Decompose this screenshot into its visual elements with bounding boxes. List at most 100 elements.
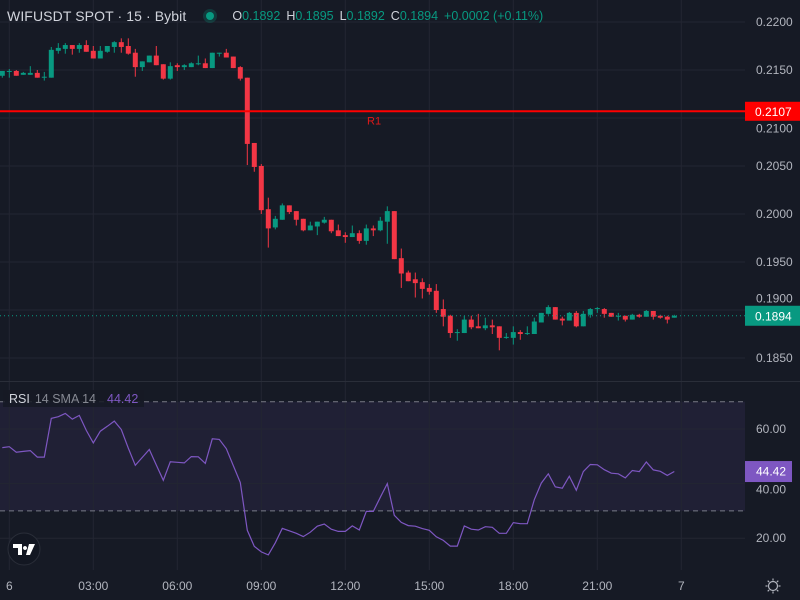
candle[interactable] [153, 46, 159, 66]
candle[interactable] [139, 61, 145, 71]
candle[interactable] [216, 52, 222, 57]
candle[interactable] [104, 46, 110, 53]
candle[interactable] [440, 299, 446, 327]
candle[interactable] [566, 311, 572, 321]
candle[interactable] [671, 314, 677, 318]
candle[interactable] [524, 326, 530, 335]
candle[interactable] [272, 215, 278, 230]
candle[interactable] [55, 43, 61, 54]
candle[interactable] [531, 317, 537, 334]
candle[interactable] [251, 142, 257, 172]
candle[interactable] [517, 330, 523, 340]
candle[interactable] [419, 278, 425, 299]
candle[interactable] [559, 316, 565, 326]
candle[interactable] [503, 333, 509, 339]
candle[interactable] [34, 70, 40, 78]
candle[interactable] [398, 248, 404, 288]
candle[interactable] [573, 310, 579, 328]
candle[interactable] [482, 317, 488, 331]
candle[interactable] [265, 197, 271, 248]
candle[interactable] [454, 329, 460, 341]
candle[interactable] [412, 272, 418, 298]
candle[interactable] [83, 40, 89, 52]
tradingview-logo-icon[interactable] [7, 532, 41, 566]
candle[interactable] [195, 55, 201, 66]
candle[interactable] [223, 48, 229, 58]
candle[interactable] [643, 310, 649, 317]
candle[interactable] [496, 326, 502, 351]
candle[interactable] [468, 315, 474, 330]
candle[interactable] [615, 312, 621, 321]
candle[interactable] [370, 225, 376, 237]
candle[interactable] [342, 232, 348, 243]
candle[interactable] [377, 216, 383, 232]
candle[interactable] [90, 46, 96, 59]
candle[interactable] [391, 211, 397, 260]
candle[interactable] [293, 211, 299, 226]
candle[interactable] [349, 225, 355, 238]
candle[interactable] [146, 55, 152, 63]
candle[interactable] [202, 58, 208, 69]
candle[interactable] [69, 45, 75, 55]
candle[interactable] [328, 219, 334, 234]
candle[interactable] [209, 52, 215, 69]
candle[interactable] [426, 284, 432, 295]
candle[interactable] [286, 205, 292, 214]
candle[interactable] [433, 284, 439, 313]
candle[interactable] [279, 203, 285, 220]
candle[interactable] [41, 71, 47, 81]
candle[interactable] [76, 43, 82, 53]
candle[interactable] [580, 310, 586, 327]
candle[interactable] [258, 164, 264, 214]
candle[interactable] [405, 270, 411, 282]
candle[interactable] [629, 313, 635, 320]
candle[interactable] [188, 62, 194, 68]
candle[interactable] [314, 221, 320, 236]
candle[interactable] [587, 308, 593, 318]
candle[interactable] [538, 312, 544, 323]
candle[interactable] [489, 319, 495, 334]
candle[interactable] [48, 46, 54, 78]
symbol-title[interactable]: WIFUSDT SPOT · 15 · Bybit [7, 8, 187, 24]
candle[interactable] [111, 41, 117, 53]
candle[interactable] [552, 307, 558, 320]
candle[interactable] [650, 310, 656, 320]
candle[interactable] [461, 315, 467, 334]
candle[interactable] [594, 307, 600, 313]
candle[interactable] [125, 38, 131, 55]
candle[interactable] [167, 62, 173, 80]
gear-icon[interactable] [765, 578, 781, 594]
candle[interactable] [97, 46, 103, 59]
candle[interactable] [545, 305, 551, 315]
candle[interactable] [510, 326, 516, 345]
candle[interactable] [321, 216, 327, 224]
candle[interactable] [0, 70, 5, 78]
rsi-legend[interactable]: RSI 14 SMA 14 44.42 [3, 390, 145, 407]
candle[interactable] [160, 64, 166, 80]
candle[interactable] [664, 315, 670, 324]
candle[interactable] [475, 313, 481, 329]
candle[interactable] [335, 224, 341, 237]
time-axis-label: 7 [678, 579, 685, 593]
candle[interactable] [636, 313, 642, 318]
candle[interactable] [181, 64, 187, 70]
candle[interactable] [300, 218, 306, 232]
candle[interactable] [608, 312, 614, 317]
candle[interactable] [622, 315, 628, 322]
candle[interactable] [27, 66, 33, 75]
candle[interactable] [237, 66, 243, 81]
candle[interactable] [118, 38, 124, 53]
candle[interactable] [132, 48, 138, 77]
candle[interactable] [174, 63, 180, 71]
candle[interactable] [62, 43, 68, 54]
candle[interactable] [20, 71, 26, 75]
candle[interactable] [356, 230, 362, 244]
candle[interactable] [307, 221, 313, 231]
candle[interactable] [363, 224, 369, 245]
candle[interactable] [6, 69, 12, 78]
candle[interactable] [384, 206, 390, 244]
candle[interactable] [230, 56, 236, 69]
candle[interactable] [447, 314, 453, 338]
candle[interactable] [13, 70, 19, 76]
